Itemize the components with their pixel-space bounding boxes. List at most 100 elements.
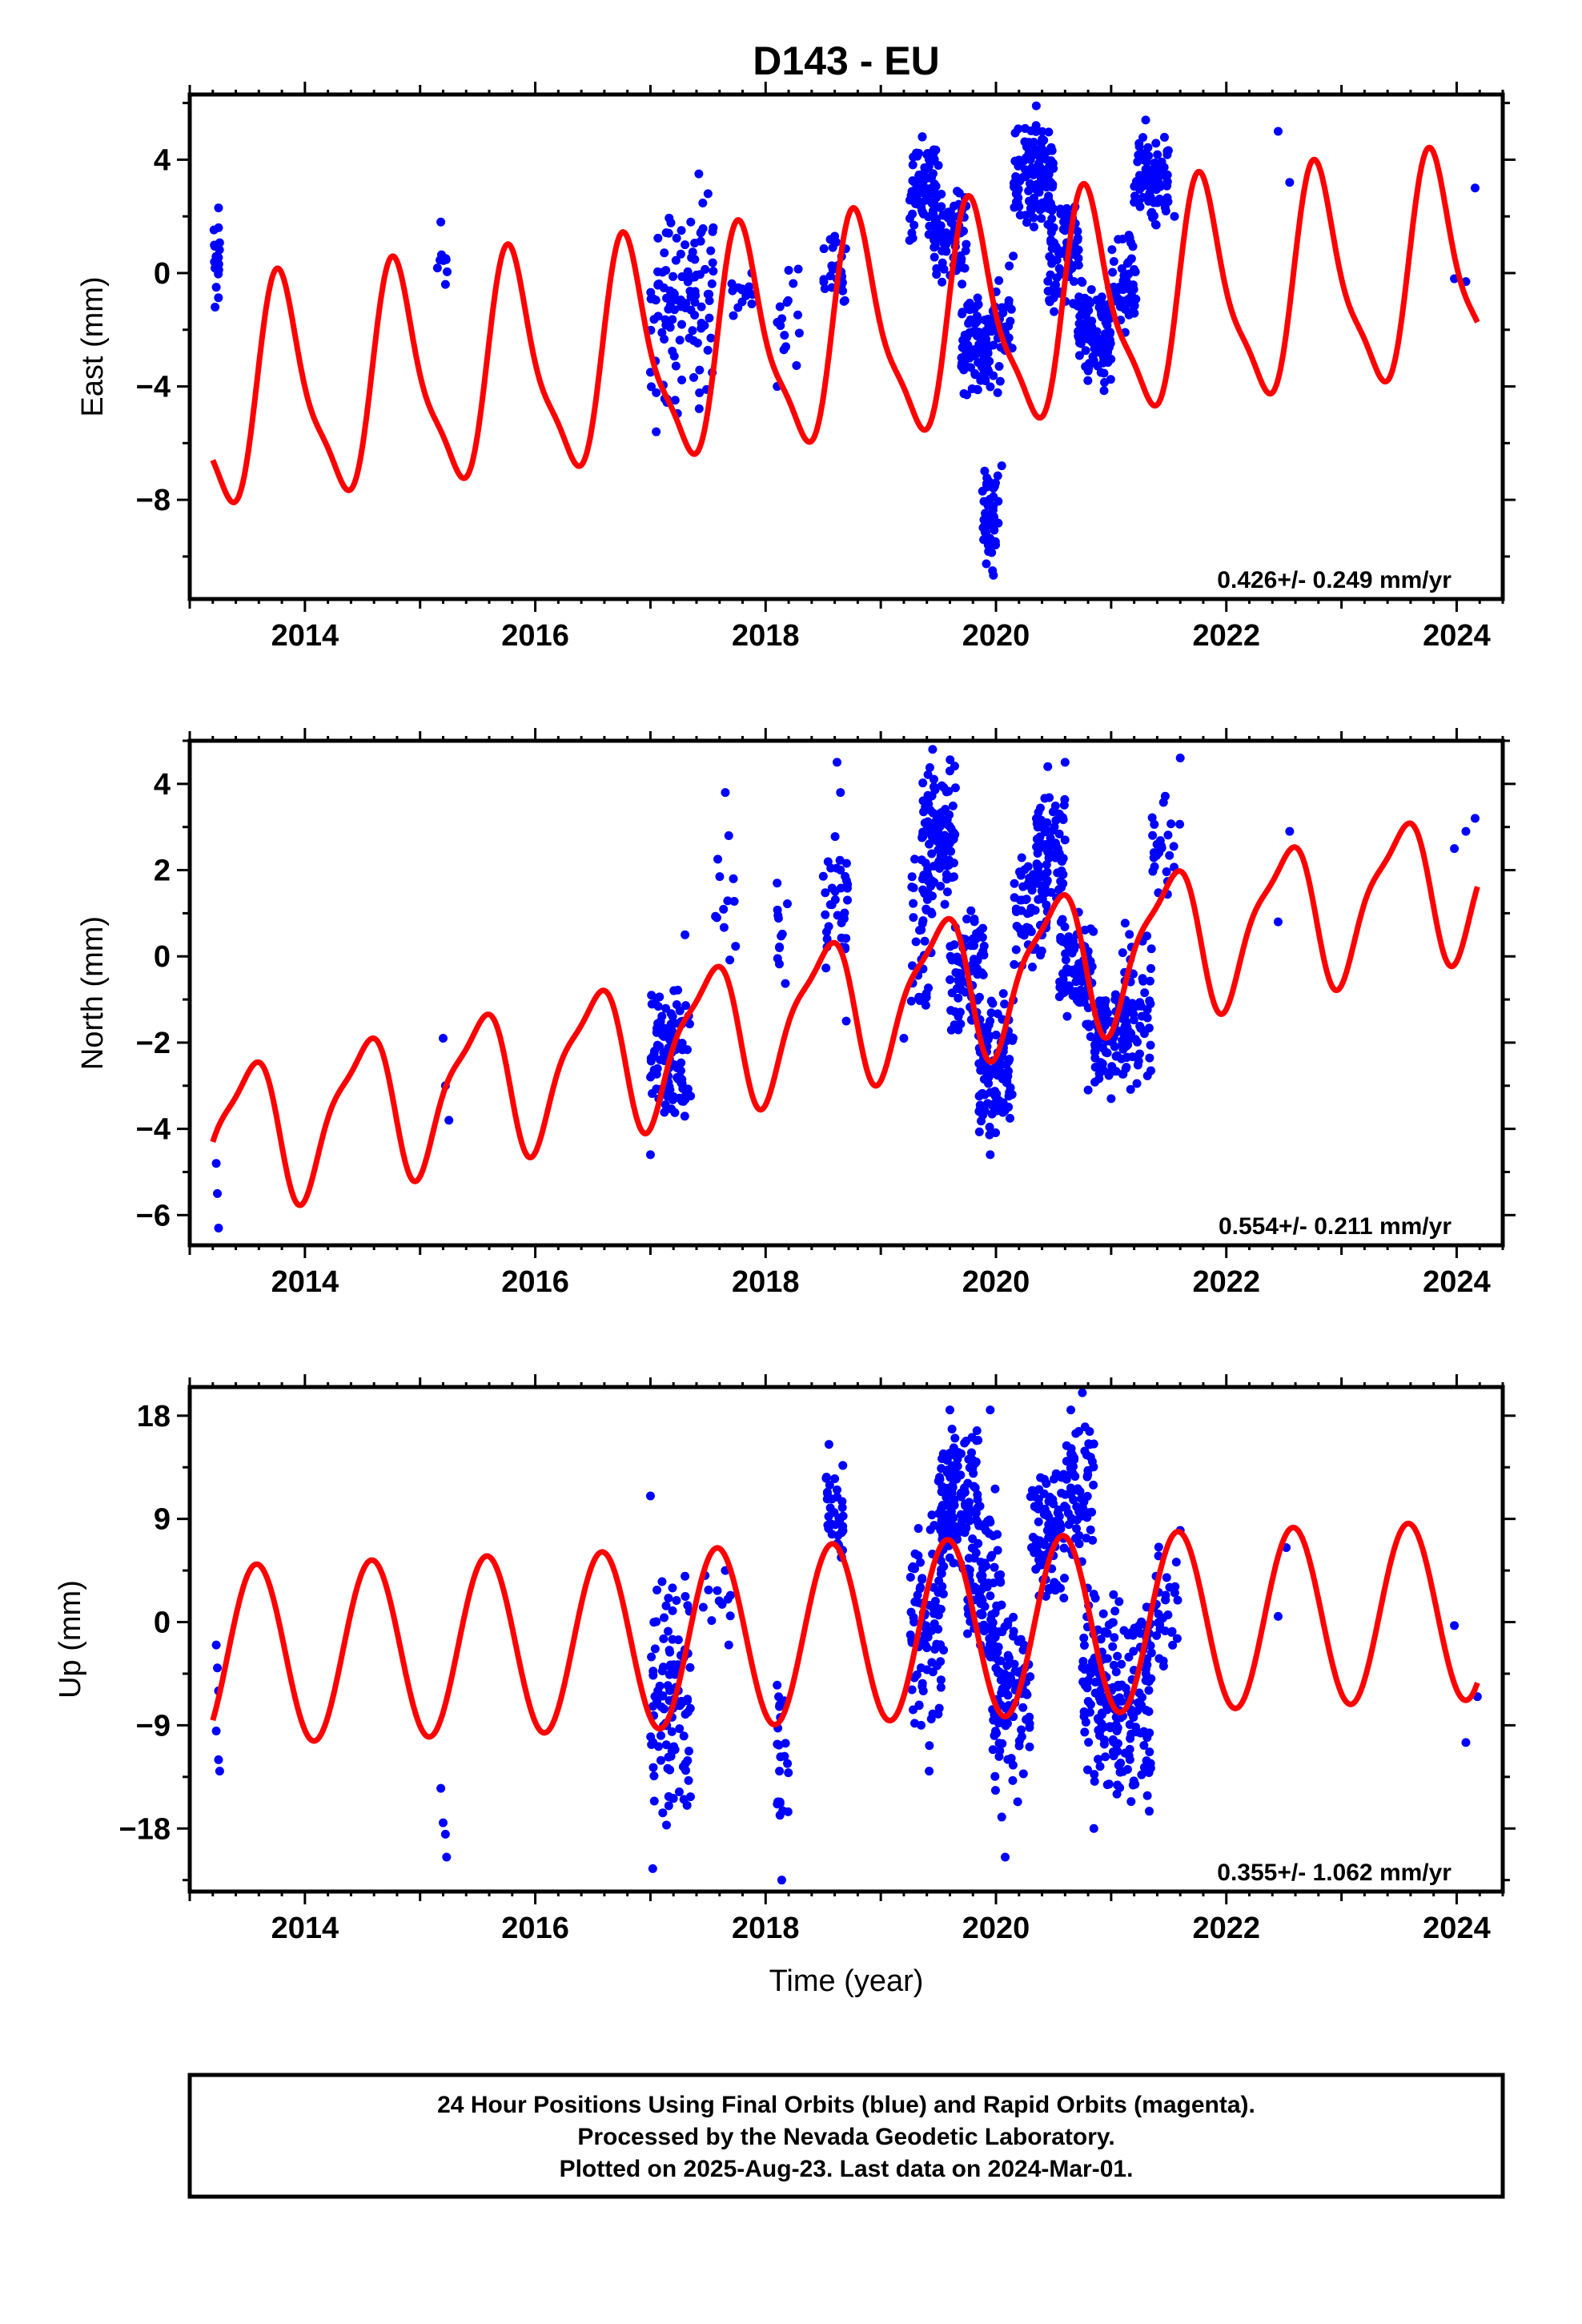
data-point — [908, 1562, 917, 1571]
data-point — [677, 375, 687, 384]
data-point — [964, 1554, 974, 1563]
data-point — [908, 961, 917, 971]
data-point — [981, 510, 990, 520]
data-point — [1044, 127, 1054, 137]
footer-line-2: Processed by the Nevada Geodetic Laborat… — [577, 2124, 1114, 2150]
data-point — [1147, 813, 1157, 822]
data-point — [1150, 819, 1159, 829]
x-tick-label: 2014 — [271, 1265, 339, 1299]
data-point — [1110, 990, 1120, 999]
data-point — [1151, 164, 1161, 174]
data-point — [1058, 224, 1068, 234]
data-point — [1144, 1677, 1154, 1687]
data-point — [1083, 376, 1093, 385]
data-point — [1122, 1063, 1131, 1072]
data-point — [908, 209, 917, 219]
data-point — [1145, 1807, 1154, 1816]
data-point — [1470, 183, 1480, 193]
up-panel: 2014 2016 2018 2020 2022 2024 −18 −9 0 9 18 Up (mm)… — [54, 1374, 1516, 1945]
data-point — [1107, 245, 1117, 255]
data-point — [969, 327, 978, 336]
data-point — [1059, 800, 1069, 810]
data-point — [918, 916, 928, 926]
data-point — [989, 570, 998, 580]
data-point — [998, 989, 1008, 999]
data-point — [976, 951, 986, 960]
data-point — [1144, 1686, 1154, 1695]
data-point — [1058, 988, 1067, 998]
data-point — [675, 1724, 685, 1734]
data-point — [821, 1472, 831, 1482]
data-point — [1101, 1752, 1110, 1762]
data-point — [1162, 1573, 1171, 1582]
data-point — [1029, 222, 1038, 231]
data-point — [830, 832, 840, 842]
x-axis-label: Time (year) — [769, 1964, 924, 1998]
data-point — [1017, 1732, 1026, 1742]
data-point — [731, 942, 741, 951]
data-point — [1003, 1691, 1013, 1700]
data-point — [1095, 1762, 1105, 1771]
data-point — [994, 518, 1003, 528]
data-point — [955, 1007, 965, 1017]
data-point — [938, 1582, 947, 1591]
data-point — [1055, 977, 1065, 987]
data-point — [647, 991, 656, 1000]
data-point — [1146, 184, 1155, 194]
data-point — [694, 169, 704, 179]
data-point — [945, 1526, 954, 1536]
data-point — [1006, 1674, 1016, 1683]
data-point — [660, 1108, 669, 1117]
data-point — [1038, 170, 1048, 179]
data-point — [703, 189, 713, 199]
data-point — [1073, 235, 1082, 245]
data-point — [653, 1686, 663, 1695]
data-point — [1125, 1719, 1134, 1729]
data-point — [930, 252, 939, 262]
data-point — [978, 1595, 987, 1605]
data-point — [920, 936, 930, 946]
data-point — [1049, 1499, 1058, 1509]
data-point — [918, 172, 928, 182]
data-point — [988, 1745, 998, 1755]
data-point — [1080, 1422, 1090, 1432]
data-point — [1132, 1079, 1142, 1088]
data-point — [1146, 208, 1156, 218]
data-point — [681, 1592, 690, 1602]
data-point — [214, 1755, 223, 1764]
data-point — [677, 320, 687, 329]
data-point — [970, 369, 980, 379]
data-point — [696, 228, 705, 238]
data-point — [1144, 196, 1154, 206]
data-point — [1052, 255, 1062, 265]
data-point — [1134, 1049, 1144, 1059]
data-point — [909, 220, 919, 230]
data-point — [934, 812, 943, 822]
data-point — [921, 1621, 931, 1630]
data-point — [700, 320, 709, 330]
data-point — [1160, 791, 1170, 801]
data-point — [1023, 862, 1033, 871]
data-point — [777, 314, 787, 324]
data-point — [1124, 1751, 1134, 1760]
data-point — [982, 1582, 992, 1592]
data-point — [1159, 199, 1169, 208]
data-point — [1126, 1084, 1135, 1094]
plot-frame — [187, 92, 1505, 601]
data-point — [1067, 965, 1077, 975]
data-point — [1113, 1651, 1122, 1661]
data-point — [1035, 1553, 1045, 1562]
x-tick-label: 2018 — [732, 1912, 800, 1945]
data-point — [1175, 819, 1185, 829]
east-panel: 2014 2016 2018 2020 2022 2024 −8 −4 0 4 East (mm) 0… — [76, 82, 1516, 653]
model-curve — [210, 144, 1480, 505]
data-point — [1004, 1092, 1014, 1101]
data-point — [214, 1223, 223, 1232]
data-point — [1080, 925, 1090, 935]
data-point — [1034, 807, 1043, 817]
data-point — [819, 244, 829, 254]
data-point — [1043, 762, 1053, 771]
data-point — [962, 390, 972, 400]
data-point — [917, 132, 927, 142]
data-point — [1054, 829, 1064, 838]
